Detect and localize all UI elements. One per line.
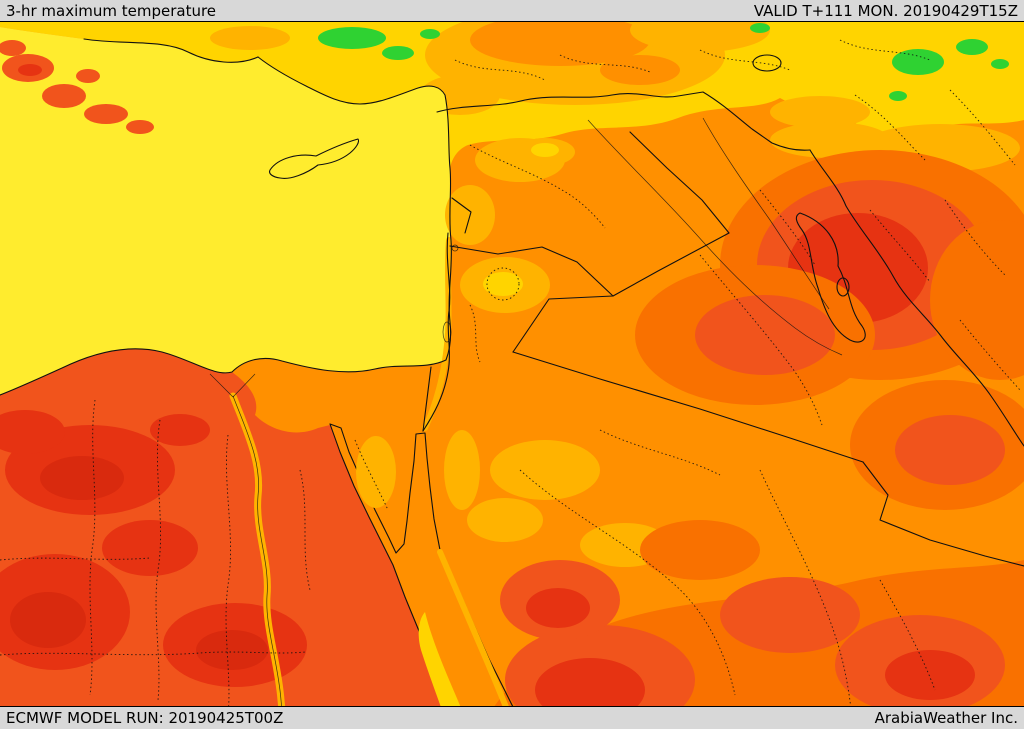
sinai-mild-patch [356, 436, 396, 508]
lake-van [752, 54, 782, 72]
aegean-warm-spots [0, 40, 154, 134]
southern-hot-band [480, 520, 1024, 729]
turkey-warm-patches [210, 5, 1020, 172]
red-sea-cool-stripe [418, 612, 468, 728]
footer-bar: ECMWF MODEL RUN: 20190425T00Z ArabiaWeat… [0, 706, 1024, 729]
nile-river [209, 373, 289, 729]
valid-time-label: VALID T+111 MON. 20190429T15Z [753, 1, 1018, 20]
admin-boundaries-dotted [0, 39, 1021, 721]
header-bar: 3-hr maximum temperature VALID T+111 MON… [0, 0, 1024, 22]
cool-green-spots [318, 23, 1009, 101]
country-borders [422, 91, 1024, 567]
model-run-label: ECMWF MODEL RUN: 20190425T00Z [6, 709, 284, 727]
credit-label: ArabiaWeather Inc. [874, 709, 1018, 727]
coastline [0, 38, 452, 396]
saudi-coast-strip [437, 549, 511, 715]
eastern-hot-region [635, 150, 1024, 510]
rivers [587, 117, 843, 356]
map-title: 3-hr maximum temperature [6, 1, 217, 20]
sea-of-galilee [451, 244, 459, 252]
persian-gulf [795, 212, 866, 343]
bahrain-island [836, 277, 850, 297]
cyprus-island [269, 138, 360, 179]
